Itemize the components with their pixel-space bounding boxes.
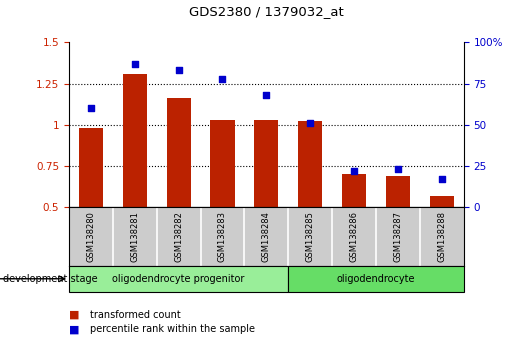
Bar [430, 195, 454, 207]
Text: GSM138284: GSM138284 [262, 211, 271, 262]
Point [174, 68, 183, 73]
Text: GSM138286: GSM138286 [350, 211, 359, 262]
Bar [288, 266, 464, 292]
Text: ■: ■ [69, 324, 80, 334]
Text: ■: ■ [69, 310, 80, 320]
Bar [69, 266, 288, 292]
Text: transformed count: transformed count [90, 310, 181, 320]
Text: GSM138281: GSM138281 [130, 211, 139, 262]
Bar [210, 120, 234, 207]
Text: percentile rank within the sample: percentile rank within the sample [90, 324, 255, 334]
Bar [386, 176, 410, 207]
Bar [298, 121, 322, 207]
Point [438, 176, 446, 182]
Text: GSM138287: GSM138287 [393, 211, 402, 262]
Bar [254, 120, 278, 207]
Bar [79, 128, 103, 207]
Text: GSM138282: GSM138282 [174, 211, 183, 262]
Point [130, 61, 139, 67]
Point [218, 76, 227, 81]
Text: oligodendrocyte: oligodendrocyte [337, 274, 416, 284]
Bar [166, 98, 191, 207]
Text: GSM138283: GSM138283 [218, 211, 227, 262]
Point [394, 166, 402, 172]
Text: GSM138280: GSM138280 [86, 211, 95, 262]
Point [306, 120, 314, 126]
Bar [122, 74, 147, 207]
Text: GDS2380 / 1379032_at: GDS2380 / 1379032_at [189, 5, 343, 18]
Bar [342, 174, 366, 207]
Point [350, 168, 358, 174]
Point [86, 105, 95, 111]
Text: development stage: development stage [3, 274, 98, 284]
Text: GSM138288: GSM138288 [437, 211, 446, 262]
Point [262, 92, 270, 98]
Text: oligodendrocyte progenitor: oligodendrocyte progenitor [112, 274, 245, 284]
Text: GSM138285: GSM138285 [306, 211, 315, 262]
